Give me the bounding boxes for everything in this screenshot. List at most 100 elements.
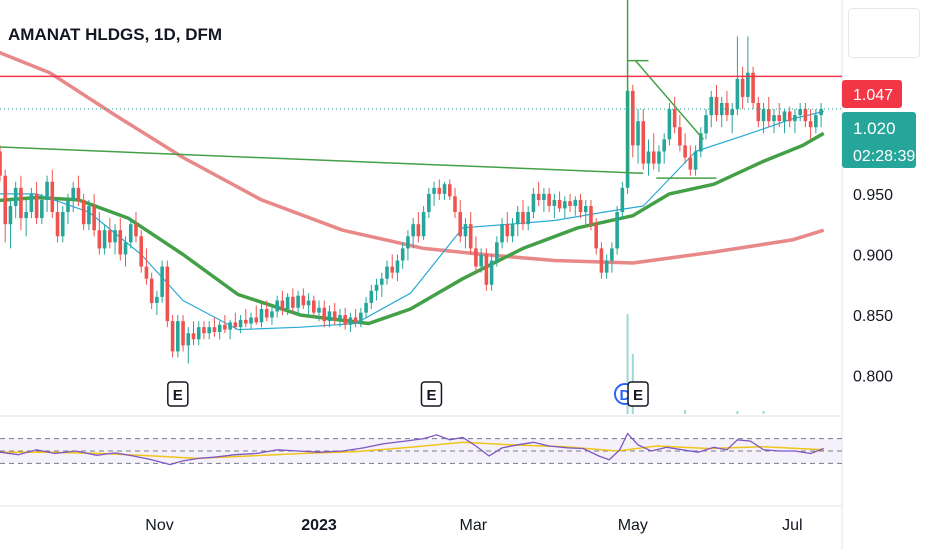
candle-body — [453, 196, 457, 213]
candle-body — [803, 109, 808, 122]
candle-body — [285, 296, 290, 309]
candle-body — [311, 300, 316, 313]
candle-body — [657, 151, 661, 164]
candle-body — [395, 260, 400, 273]
candle-body — [709, 96, 714, 116]
candle-body — [578, 199, 583, 213]
candle-body — [19, 187, 23, 219]
candle-body — [139, 236, 144, 267]
candle-body — [500, 224, 504, 243]
candle-body — [819, 109, 823, 116]
candle-body — [108, 230, 112, 243]
candle-body — [24, 212, 28, 219]
candle-body — [735, 78, 740, 110]
candle-body — [55, 212, 60, 237]
chart-title: AMANAT HLDGS, 1D, DFM — [8, 25, 222, 44]
earnings-marker — [420, 381, 443, 407]
candle-body — [437, 187, 442, 194]
candle-body — [563, 201, 567, 209]
candle-body — [552, 199, 557, 206]
candle-body — [40, 199, 44, 219]
candle-body — [416, 224, 421, 237]
candle-body — [280, 300, 285, 309]
candle-body — [468, 224, 473, 249]
candle-body — [651, 151, 656, 164]
candle-body — [97, 230, 102, 249]
candle-body — [505, 224, 510, 237]
candle-body — [275, 300, 279, 312]
candle-body — [421, 212, 426, 237]
candle-body — [270, 311, 274, 318]
last-price-text: 1.020 — [853, 119, 896, 138]
ma-line — [0, 131, 825, 326]
price-levels — [0, 75, 842, 110]
rsi-pane — [0, 438, 842, 464]
candle-body — [772, 115, 776, 122]
candle-body — [542, 193, 546, 200]
y-tick-label: 0.850 — [853, 308, 893, 325]
candle-body — [296, 295, 300, 308]
candle-body — [254, 317, 259, 323]
x-tick-label: 2023 — [301, 517, 337, 534]
candle-body — [583, 206, 588, 213]
candle-body — [66, 199, 70, 213]
candle-body — [793, 115, 797, 122]
candle-body — [761, 109, 766, 122]
candle-body — [217, 324, 222, 333]
candle-body — [144, 266, 149, 279]
candle-body — [353, 317, 358, 323]
candle-body — [594, 224, 598, 249]
candle-body — [536, 193, 541, 200]
candle-body — [390, 266, 395, 273]
event-marker-label: E — [426, 387, 436, 404]
candle-body — [364, 302, 368, 313]
candle-body — [291, 296, 295, 308]
candle-body — [432, 187, 436, 194]
trendlines — [0, 0, 717, 179]
candle-body — [196, 327, 201, 340]
candle-body — [787, 111, 792, 122]
candle-body — [71, 187, 76, 200]
candle-body — [332, 311, 337, 320]
candle-body — [704, 115, 708, 134]
candle-body — [45, 181, 49, 200]
candle-body — [244, 319, 248, 324]
candle-body — [604, 260, 609, 273]
candle-body — [400, 248, 405, 261]
rsi-line — [0, 432, 824, 466]
x-tick-label: Nov — [145, 517, 173, 534]
candle-body — [76, 187, 81, 200]
candle-body — [714, 96, 719, 116]
candle-body — [683, 145, 687, 158]
candle-body — [746, 72, 750, 97]
resistance-label-text: 1.047 — [853, 87, 893, 104]
candle-body — [81, 199, 86, 225]
candle-body — [489, 260, 494, 285]
candle-body — [782, 111, 787, 122]
candle-body — [740, 78, 745, 97]
countdown-text: 02:28:39 — [853, 148, 915, 165]
candle-body — [238, 319, 243, 328]
volume-bar — [684, 410, 687, 414]
moving-averages — [0, 50, 825, 331]
event-marker-label: D — [620, 387, 631, 404]
candle-body — [176, 321, 180, 352]
event-marker-label: E — [173, 387, 183, 404]
candle-body — [719, 103, 724, 116]
candle-body — [8, 206, 13, 225]
candle-body — [170, 321, 175, 352]
candle-body — [113, 230, 117, 243]
chart-settings-box[interactable] — [848, 8, 920, 58]
candle-body — [463, 224, 468, 237]
candle-body — [369, 290, 374, 303]
rsi-lines — [0, 432, 824, 466]
earnings-marker — [627, 381, 649, 407]
candles — [0, 36, 823, 364]
candle-body — [688, 157, 693, 170]
candle-body — [725, 103, 729, 116]
candle-body — [615, 212, 619, 249]
candle-body — [521, 212, 525, 225]
candle-body — [766, 109, 771, 122]
